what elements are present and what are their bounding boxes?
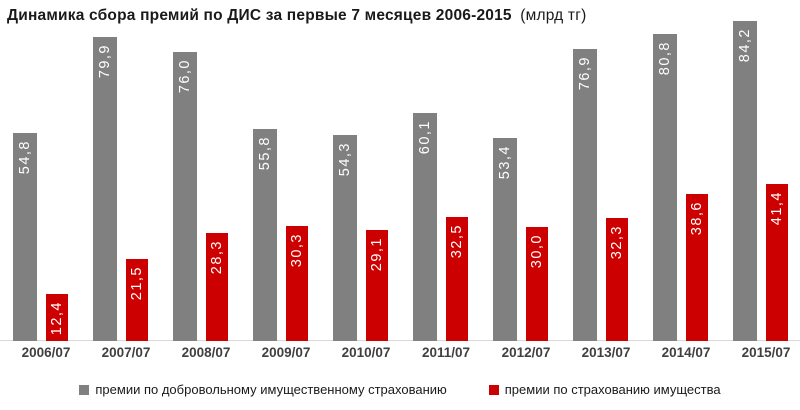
legend-item-series1: премии по добровольному имущественному с… <box>79 382 447 397</box>
bar-series2-2011-07: 32,5 <box>446 217 468 341</box>
legend-item-series2: премии по страхованию имущества <box>488 382 721 397</box>
bar-series2-2009-07: 30,3 <box>286 226 308 341</box>
bar-series1-2013-07: 76,9 <box>573 49 597 341</box>
bar-value-label: 29,1 <box>368 237 385 272</box>
bar-series2-2015-07: 41,4 <box>766 184 788 341</box>
x-axis-label-2015-07: 2015/07 <box>741 345 791 360</box>
bar-value-label: 32,5 <box>448 224 465 259</box>
bar-series2-2010-07: 29,1 <box>366 230 388 341</box>
bar-series2-2012-07: 30,0 <box>526 227 548 341</box>
bar-series1-2009-07: 55,8 <box>253 129 277 341</box>
bar-value-label: 54,3 <box>336 142 353 177</box>
x-axis-label-2012-07: 2012/07 <box>501 345 551 360</box>
bar-series2-2007-07: 21,5 <box>126 259 148 341</box>
x-axis-label-2007-07: 2007/07 <box>101 345 151 360</box>
x-axis-label-2008-07: 2008/07 <box>181 345 231 360</box>
bar-value-label: 76,0 <box>176 59 193 94</box>
bar-value-label: 80,8 <box>656 41 673 76</box>
bar-series1-2007-07: 79,9 <box>93 37 117 341</box>
bar-series1-2012-07: 53,4 <box>493 138 517 341</box>
x-axis: 2006/07 2007/07 2008/07 2009/07 2010/07 2011/… <box>0 345 800 365</box>
bar-value-label: 76,9 <box>576 56 593 91</box>
x-axis-label-2014-07: 2014/07 <box>661 345 711 360</box>
x-axis-label-2013-07: 2013/07 <box>581 345 631 360</box>
bar-value-label: 32,3 <box>608 225 625 260</box>
chart-title: Динамика сбора премий по ДИС за первые 7… <box>7 7 586 25</box>
bar-value-label: 38,6 <box>688 201 705 236</box>
bar-value-label: 12,4 <box>48 301 65 336</box>
bar-series1-2010-07: 54,3 <box>333 135 357 341</box>
x-axis-label-2006-07: 2006/07 <box>21 345 71 360</box>
bar-value-label: 53,4 <box>496 145 513 180</box>
bar-value-label: 55,8 <box>256 136 273 171</box>
bar-value-label: 84,2 <box>736 28 753 63</box>
x-axis-label-2010-07: 2010/07 <box>341 345 391 360</box>
bar-series1-2011-07: 60,1 <box>413 113 437 341</box>
bar-series2-2014-07: 38,6 <box>686 194 708 341</box>
chart-title-text: Динамика сбора премий по ДИС за первые 7… <box>7 7 512 24</box>
plot-area: 54,8 12,4 79,9 21,5 76,0 28,3 55,8 30,3 54,3 29,1… <box>0 21 800 341</box>
bar-series1-2008-07: 76,0 <box>173 52 197 341</box>
bar-value-label: 54,8 <box>16 140 33 175</box>
legend: премии по добровольному имущественному с… <box>0 382 800 397</box>
x-axis-line <box>0 340 800 341</box>
legend-swatch-icon <box>79 384 90 395</box>
x-axis-label-2011-07: 2011/07 <box>421 345 471 360</box>
legend-label: премии по добровольному имущественному с… <box>95 382 447 397</box>
bar-series2-2013-07: 32,3 <box>606 218 628 341</box>
bar-value-label: 21,5 <box>128 266 145 301</box>
bar-value-label: 28,3 <box>208 240 225 275</box>
legend-label: премии по страхованию имущества <box>504 382 721 397</box>
bar-series1-2014-07: 80,8 <box>653 34 677 341</box>
bar-series1-2015-07: 84,2 <box>733 21 757 341</box>
chart-title-unit: (млрд тг) <box>520 7 587 24</box>
legend-swatch-icon <box>488 384 499 395</box>
bar-value-label: 60,1 <box>416 120 433 155</box>
bar-value-label: 79,9 <box>96 44 113 79</box>
bar-value-label: 41,4 <box>768 191 785 226</box>
bar-value-label: 30,0 <box>528 234 545 269</box>
bar-series2-2006-07: 12,4 <box>46 294 68 341</box>
bar-series2-2008-07: 28,3 <box>206 233 228 341</box>
x-axis-label-2009-07: 2009/07 <box>261 345 311 360</box>
bar-value-label: 30,3 <box>288 233 305 268</box>
bar-series1-2006-07: 54,8 <box>13 133 37 341</box>
